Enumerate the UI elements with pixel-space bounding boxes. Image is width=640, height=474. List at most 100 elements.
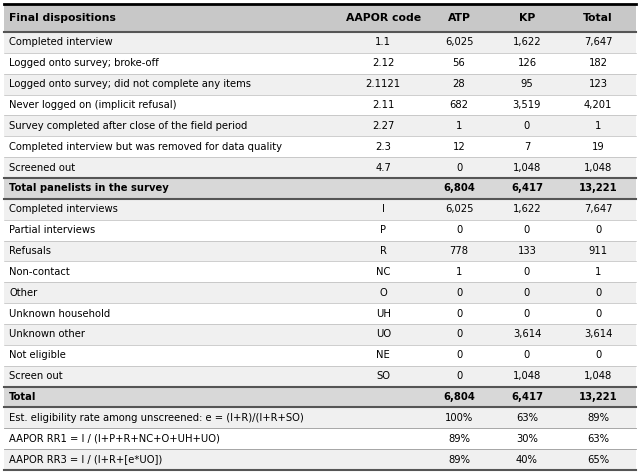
Bar <box>4 303 636 324</box>
Text: Logged onto survey; broke-off: Logged onto survey; broke-off <box>9 58 159 68</box>
Bar <box>4 4 636 32</box>
Text: 0: 0 <box>524 350 530 360</box>
Text: NE: NE <box>376 350 390 360</box>
Text: 1: 1 <box>456 121 462 131</box>
Text: Unknown other: Unknown other <box>9 329 85 339</box>
Text: 4,201: 4,201 <box>584 100 612 110</box>
Text: Final dispositions: Final dispositions <box>9 13 116 23</box>
Text: 1,048: 1,048 <box>513 163 541 173</box>
Bar <box>4 262 636 283</box>
Text: AAPOR RR1 = I / (I+P+R+NC+O+UH+UO): AAPOR RR1 = I / (I+P+R+NC+O+UH+UO) <box>9 434 220 444</box>
Text: KP: KP <box>519 13 535 23</box>
Text: 0: 0 <box>524 225 530 235</box>
Text: 6,804: 6,804 <box>443 183 475 193</box>
Text: 7,647: 7,647 <box>584 204 612 214</box>
Text: ATP: ATP <box>447 13 470 23</box>
Text: 30%: 30% <box>516 434 538 444</box>
Text: 0: 0 <box>456 163 462 173</box>
Text: 12: 12 <box>452 142 465 152</box>
Text: 0: 0 <box>456 371 462 381</box>
Bar <box>4 283 636 303</box>
Text: Non-contact: Non-contact <box>9 267 70 277</box>
Text: 0: 0 <box>595 350 601 360</box>
Text: 65%: 65% <box>587 455 609 465</box>
Text: 1,048: 1,048 <box>513 371 541 381</box>
Bar <box>4 137 636 157</box>
Text: 2.3: 2.3 <box>375 142 391 152</box>
Text: 911: 911 <box>589 246 607 256</box>
Text: 182: 182 <box>589 58 607 68</box>
Bar <box>4 157 636 178</box>
Text: 28: 28 <box>452 79 465 89</box>
Text: 0: 0 <box>456 350 462 360</box>
Text: 63%: 63% <box>516 413 538 423</box>
Text: 0: 0 <box>456 225 462 235</box>
Text: R: R <box>380 246 387 256</box>
Text: 6,417: 6,417 <box>511 392 543 402</box>
Bar <box>4 199 636 220</box>
Text: UO: UO <box>376 329 391 339</box>
Text: Unknown household: Unknown household <box>9 309 110 319</box>
Text: Screened out: Screened out <box>9 163 75 173</box>
Text: Partial interviews: Partial interviews <box>9 225 95 235</box>
Text: 0: 0 <box>595 309 601 319</box>
Bar <box>4 74 636 95</box>
Text: AAPOR code: AAPOR code <box>346 13 420 23</box>
Text: 100%: 100% <box>445 413 473 423</box>
Text: Never logged on (implicit refusal): Never logged on (implicit refusal) <box>9 100 177 110</box>
Text: Survey completed after close of the field period: Survey completed after close of the fiel… <box>9 121 248 131</box>
Text: 89%: 89% <box>448 455 470 465</box>
Text: 0: 0 <box>524 121 530 131</box>
Text: 7: 7 <box>524 142 530 152</box>
Text: 2.12: 2.12 <box>372 58 394 68</box>
Bar <box>4 387 636 408</box>
Text: Completed interviews: Completed interviews <box>9 204 118 214</box>
Text: 6,025: 6,025 <box>445 204 474 214</box>
Text: 7,647: 7,647 <box>584 37 612 47</box>
Text: SO: SO <box>376 371 390 381</box>
Text: I: I <box>382 204 385 214</box>
Bar <box>4 241 636 262</box>
Text: 682: 682 <box>449 100 468 110</box>
Text: Total panelists in the survey: Total panelists in the survey <box>9 183 169 193</box>
Text: Completed interview but was removed for data quality: Completed interview but was removed for … <box>9 142 282 152</box>
Text: Total: Total <box>9 392 36 402</box>
Bar <box>4 32 636 53</box>
Text: 0: 0 <box>524 288 530 298</box>
Text: Not eligible: Not eligible <box>9 350 66 360</box>
Text: 3,614: 3,614 <box>513 329 541 339</box>
Text: 2.1121: 2.1121 <box>365 79 401 89</box>
Text: 1,048: 1,048 <box>584 371 612 381</box>
Text: 0: 0 <box>456 329 462 339</box>
Text: 1,048: 1,048 <box>584 163 612 173</box>
Text: 1: 1 <box>595 267 601 277</box>
Bar <box>4 408 636 428</box>
Bar <box>4 366 636 387</box>
Text: 13,221: 13,221 <box>579 392 618 402</box>
Bar <box>4 324 636 345</box>
Bar <box>4 178 636 199</box>
Text: 0: 0 <box>524 309 530 319</box>
Text: 19: 19 <box>592 142 604 152</box>
Text: 778: 778 <box>449 246 468 256</box>
Bar <box>4 53 636 74</box>
Text: Refusals: Refusals <box>9 246 51 256</box>
Bar <box>4 95 636 116</box>
Text: Completed interview: Completed interview <box>9 37 113 47</box>
Text: 6,804: 6,804 <box>443 392 475 402</box>
Text: 4.7: 4.7 <box>375 163 391 173</box>
Text: 123: 123 <box>589 79 607 89</box>
Text: 2.27: 2.27 <box>372 121 394 131</box>
Text: 89%: 89% <box>587 413 609 423</box>
Text: 0: 0 <box>456 288 462 298</box>
Text: Other: Other <box>9 288 37 298</box>
Text: 56: 56 <box>452 58 465 68</box>
Text: Screen out: Screen out <box>9 371 63 381</box>
Text: UH: UH <box>376 309 390 319</box>
Text: AAPOR RR3 = I / (I+R+[e*UO]): AAPOR RR3 = I / (I+R+[e*UO]) <box>9 455 163 465</box>
Text: 95: 95 <box>520 79 533 89</box>
Text: 3,519: 3,519 <box>513 100 541 110</box>
Text: 6,025: 6,025 <box>445 37 474 47</box>
Text: 40%: 40% <box>516 455 538 465</box>
Text: 13,221: 13,221 <box>579 183 618 193</box>
